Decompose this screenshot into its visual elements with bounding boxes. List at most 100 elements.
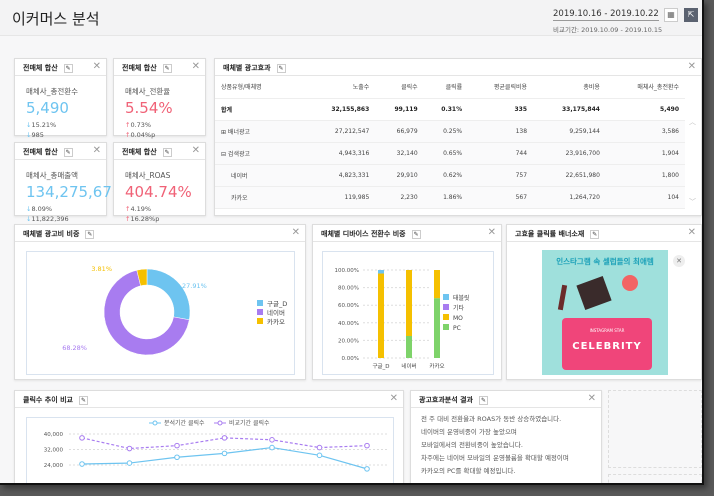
close-icon[interactable]: ✕ [191,61,200,72]
data-point [174,442,180,449]
bar-MO-구글_D [378,273,384,358]
table-cell: 23,916,700 [533,142,606,165]
legend-label: 태블릿 [453,294,470,302]
legend-label: MO [453,315,463,322]
close-banner-icon[interactable]: ✕ [673,255,685,267]
table-cell: 0.62% [423,164,469,187]
legend-label: 비교기간 클릭수 [229,419,270,427]
edit-icon[interactable]: ✎ [63,63,73,73]
x-tick-label: 네이버 [401,362,416,370]
card-title: 광고효과분석 결과 [419,396,473,404]
scroll-down-icon[interactable]: ﹀ [689,198,696,206]
empty-widget-slot[interactable] [608,474,702,483]
page-title: 이커머스 분석 [12,10,100,28]
calendar-icon[interactable]: ▦ [664,8,678,22]
compare-range: 비교기간: 2019.10.09 - 2019.10.15 [553,26,663,34]
close-icon[interactable]: ✕ [487,227,496,238]
pouch-subtext: INSTAGRAM STAR [589,328,625,333]
column-header: 클릭률 [423,76,469,99]
arrow-down-icon: ↓ [26,121,32,129]
table-cell: 4,943,316 [302,142,376,165]
kpi-delta: 11,822,396 [31,215,69,223]
data-point [79,435,85,441]
y-tick-label: 40.00% [338,321,359,327]
date-range-picker[interactable]: 2019.10.16 - 2019.10.22 [553,9,659,21]
card-title: 매체별 광고효과 [223,64,271,72]
bar-태블릿-구글_D [378,270,384,274]
close-icon[interactable]: ✕ [191,145,200,156]
top-banner-card: 고효율 클릭률 배너소재 ✎ ✕ 인스타그램 속 셀럽들의 최애템 INSTAGRA… [506,224,702,380]
table-row[interactable]: ⊞ 배너광고 27,212,547 66,979 0.25% 138 9,259,144 3… [215,120,685,143]
table-cell: 3,586 [605,120,685,143]
note-line: 차주에는 네이버 모바일의 운영볼륨을 확대할 예정이며 [421,454,569,462]
table-cell: 네이버 [215,164,303,187]
data-point [79,461,85,467]
click-trend-card: 클릭수 추이 비교 ✎ ✕ 40,000 32,000 24,000 분석기간 클릭수 비교… [14,390,404,483]
close-icon[interactable]: ✕ [92,61,101,72]
table-cell: 카카오 [215,186,303,209]
edit-icon[interactable]: ✎ [85,229,95,239]
edit-icon[interactable]: ✎ [590,229,600,239]
close-icon[interactable]: ✕ [687,61,696,72]
table-cell: 29,910 [375,164,424,187]
lipstick [557,284,568,311]
table-cell: 757 [468,164,534,187]
banner-image[interactable]: 인스타그램 속 셀럽들의 최애템 INSTAGRAM STAR CELEBRIT… [542,250,668,375]
edit-icon[interactable]: ✎ [78,395,88,405]
y-tick-label: 24,000 [44,463,64,469]
edit-icon[interactable]: ✎ [478,395,488,405]
close-icon[interactable]: ✕ [587,393,596,404]
table-header-row: 상품유형/매체명 노출수 클릭수 클릭률 평균클릭비용 총비용 매체사_총전환수 [215,76,685,99]
kpi-delta: 4.19% [130,205,152,213]
arrow-down-icon: ↓ [26,215,32,223]
data-point [316,452,323,459]
arrow-up-icon: ↑ [125,121,131,129]
data-point [316,444,323,451]
table-cell: 33,175,844 [533,98,606,121]
export-icon[interactable]: ⇱ [684,8,698,22]
bar-MO-카카오 [434,270,440,299]
legend-swatch [257,318,263,324]
legend-label: 네이버 [267,308,285,317]
data-point [126,460,133,466]
card-title: 매체별 광고비 비중 [23,230,80,238]
table-cell: 32,155,863 [302,98,376,121]
edit-icon[interactable]: ✎ [162,63,172,73]
empty-widget-slot[interactable] [608,390,702,468]
kpi-delta: 0.04%p [130,131,156,139]
arrow-up-icon: ↑ [125,131,131,139]
close-icon[interactable]: ✕ [92,145,101,156]
close-icon[interactable]: ✕ [291,227,300,238]
legend-swatch [443,314,449,320]
table-row[interactable]: ⊟ 검색광고 4,943,316 32,140 0.65% 744 23,916,700 1… [215,142,685,165]
edit-icon[interactable]: ✎ [162,147,172,157]
arrow-up-icon: ↑ [125,205,131,213]
edit-icon[interactable]: ✎ [276,63,286,73]
kpi-value: 5,490 [26,99,69,117]
scroll-up-icon[interactable]: ︿ [689,118,696,126]
close-icon[interactable]: ✕ [389,393,398,404]
kpi-card: 전매체 합산 ✎ ✕ 매체사_전환율 5.54% ↑0.73% ↑0.04%p [113,58,206,139]
legend-label: 분석기간 클릭수 [164,419,205,427]
table-cell: 66,979 [375,120,424,143]
table-cell: 104 [605,186,685,209]
card-title: 클릭수 추이 비교 [23,396,73,404]
y-tick-label: 100.00% [335,268,359,274]
y-tick-label: 60.00% [338,303,359,309]
column-header: 노출수 [302,76,376,99]
kpi-value: 134,275,676 [26,183,122,201]
data-point [221,435,228,441]
column-header: 총비용 [533,76,606,99]
note-line: 전 주 대비 전환율과 ROAS가 동반 상승하였습니다. [421,415,562,423]
table-cell: 0.65% [423,142,469,165]
edit-icon[interactable]: ✎ [411,229,421,239]
note-line: 카카오의 PC를 확대할 예정입니다. [421,467,516,475]
legend-marker [152,420,158,426]
arrow-up-icon: ↑ [125,215,131,223]
card-title: 전매체 합산 [23,64,58,72]
column-header: 상품유형/매체명 [215,76,303,99]
close-icon[interactable]: ✕ [687,227,696,238]
kpi-delta: 15.21% [31,121,57,129]
y-tick-label: 0.00% [342,356,359,362]
edit-icon[interactable]: ✎ [63,147,73,157]
